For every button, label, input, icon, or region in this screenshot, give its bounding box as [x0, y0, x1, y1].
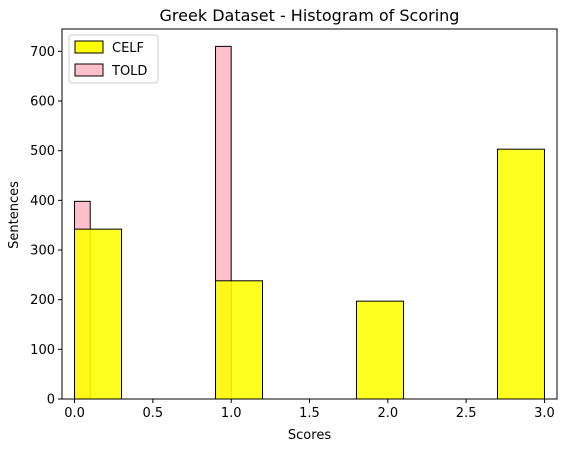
- y-tick-label: 0: [47, 393, 55, 408]
- legend-label: CELF: [112, 41, 144, 56]
- x-axis-label: Scores: [288, 428, 331, 443]
- celf-bar: [496, 148, 545, 400]
- celf-bar: [355, 300, 404, 400]
- x-tick-label: 0.5: [143, 406, 164, 421]
- y-tick-label: 200: [30, 293, 55, 308]
- y-axis-label: Sentences: [7, 181, 22, 249]
- celf-bar: [74, 228, 123, 400]
- y-tick-label: 500: [30, 144, 55, 159]
- y-tick-label: 100: [30, 343, 55, 358]
- y-tick-label: 600: [30, 95, 55, 110]
- y-tick-label: 300: [30, 244, 55, 259]
- x-tick-label: 0.0: [64, 406, 85, 421]
- chart-title: Greek Dataset - Histogram of Scoring: [160, 6, 460, 25]
- y-tick-label: 700: [30, 45, 55, 60]
- y-tick-label: 400: [30, 194, 55, 209]
- legend-swatch: [74, 63, 104, 77]
- plot-frame: [61, 28, 558, 400]
- x-tick-label: 1.0: [221, 406, 242, 421]
- legend: CELF TOLD: [68, 34, 159, 84]
- x-tick-label: 3.0: [534, 406, 555, 421]
- x-tick-label: 2.5: [456, 406, 477, 421]
- celf-bar: [215, 280, 264, 400]
- axes: 0.0 0.5 1.0 1.5 2.0 2.5 3.0 0 100 200 300 400 500 600…: [30, 28, 558, 421]
- x-tick-label: 1.5: [299, 406, 320, 421]
- x-tick-label: 2.0: [377, 406, 398, 421]
- legend-swatch: [74, 40, 104, 54]
- celf-bars: [74, 148, 545, 400]
- legend-label: TOLD: [111, 64, 147, 79]
